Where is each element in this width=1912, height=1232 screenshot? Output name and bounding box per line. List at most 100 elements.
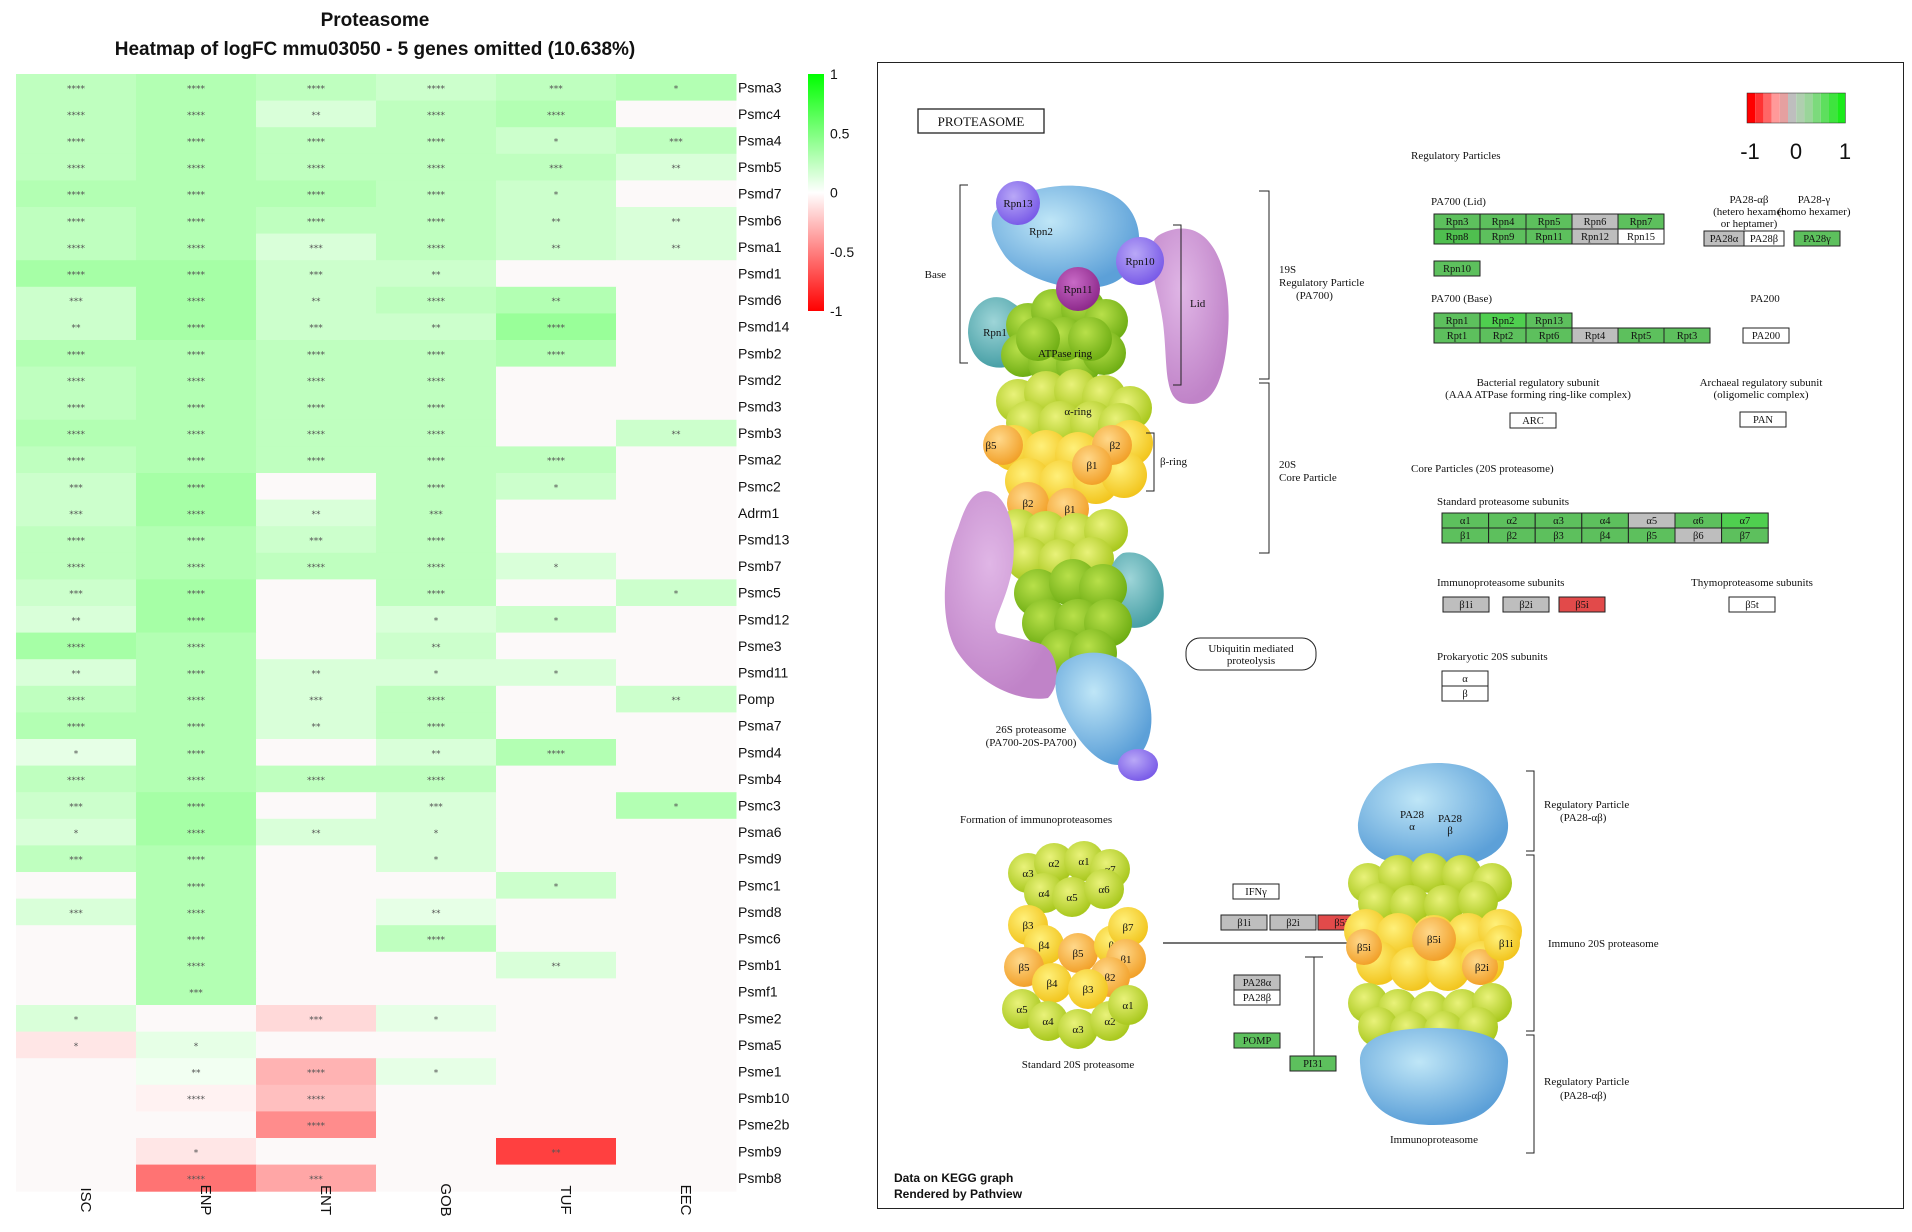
heatmap-cell — [496, 127, 617, 155]
heatmap-cell — [496, 180, 617, 208]
heatmap-cell — [256, 153, 377, 181]
gene-row-label: Pomp — [738, 691, 775, 707]
beta-label: β2 — [1022, 498, 1033, 510]
heatmap-cell — [256, 659, 377, 687]
heatmap-cell — [376, 898, 497, 926]
gene-row-label: Psmd11 — [738, 665, 789, 681]
upper-pa28-cap — [1357, 763, 1509, 868]
atpase-subunit — [1016, 317, 1060, 361]
standard-subunit-label: α1 — [1122, 1000, 1133, 1012]
section-label: Bacterial regulatory subunit — [1477, 377, 1600, 389]
gene-row-label: Psma3 — [738, 79, 782, 95]
significance-label: **** — [427, 297, 446, 307]
heatmap-cell — [16, 818, 137, 846]
significance-label: ** — [312, 723, 322, 733]
atpase-ring-label: ATPase ring — [1038, 348, 1093, 360]
heatmap-cell — [616, 180, 737, 208]
significance-label: * — [434, 1069, 439, 1079]
significance-label: ** — [432, 909, 442, 919]
pathway-title: PROTEASOME — [938, 114, 1025, 129]
gene-row-label: Psmd1 — [738, 266, 782, 282]
significance-label: **** — [187, 563, 206, 573]
heatmap-cell — [256, 393, 377, 421]
heatmap-cell — [616, 340, 737, 368]
gene-row-label: Psmd9 — [738, 851, 782, 867]
kegg-pathway-graph: PROTEASOME -1 0 1 Rpn13 Rpn2 Rpn10 Rpn1 Rpn11 ATP… — [917, 92, 1851, 1154]
gene-row-label: Psma6 — [738, 824, 782, 840]
heatmap-cell — [376, 419, 497, 447]
heatmap-cell — [16, 526, 137, 554]
heatmap-cell — [376, 74, 497, 102]
heatmap-cell — [616, 1058, 737, 1086]
heatmap-cell — [376, 792, 497, 820]
cp20s-label: 20S — [1279, 459, 1296, 471]
standard-subunit-label: β3 — [1022, 920, 1034, 932]
significance-label: * — [434, 856, 439, 866]
gene-pa28g-box — [1793, 230, 1841, 247]
gene-a5-label: α5 — [1646, 516, 1657, 527]
heatmap-cell — [616, 153, 737, 181]
heatmap-cell — [376, 233, 497, 261]
beta-label: β1 — [1064, 504, 1075, 516]
lid-bracket — [1173, 224, 1182, 386]
pa28-label: PA28 — [1400, 809, 1425, 821]
heatmap-cell — [616, 978, 737, 1006]
significance-label: **** — [307, 138, 326, 148]
heatmap-cell — [136, 286, 257, 314]
significance-label: **** — [427, 350, 446, 360]
immuno-alpha-subunit — [1410, 853, 1450, 893]
significance-label: *** — [69, 803, 83, 813]
heatmap-cell — [16, 1084, 137, 1112]
significance-label: **** — [187, 84, 206, 94]
immuno-alpha-subunit — [1458, 881, 1498, 921]
heatmap-cell — [496, 925, 617, 953]
significance-label: ** — [672, 696, 682, 706]
gene-row-label: Psma5 — [738, 1037, 782, 1053]
heatmap-cell — [616, 499, 737, 527]
heatmap-cell — [256, 1164, 377, 1192]
significance-label: **** — [427, 537, 446, 547]
standard-subunit-label: α2 — [1048, 858, 1059, 870]
significance-label: **** — [307, 457, 326, 467]
heatmap-cell — [376, 1005, 497, 1033]
gene-rpn15-box — [1617, 228, 1665, 245]
heatmap-cell — [496, 526, 617, 554]
gene-row-label: Psma2 — [738, 452, 782, 468]
heatmap-cell — [256, 127, 377, 155]
heatmap-cell — [136, 499, 257, 527]
heatmap-cell — [16, 872, 137, 900]
standard-subunit-label: β5 — [1018, 962, 1030, 974]
p26s-label: 26S proteasome — [996, 724, 1067, 736]
section-label: Core Particles (20S proteasome) — [1411, 463, 1554, 475]
legend-tick-label: -0.5 — [830, 244, 854, 260]
significance-label: **** — [427, 590, 446, 600]
gene-pi31-box — [1289, 1055, 1337, 1072]
gene-b5t-box — [1728, 596, 1776, 613]
pa28-label: β — [1447, 825, 1453, 837]
heatmap-cell — [16, 127, 137, 155]
heatmap-cell — [16, 765, 137, 793]
gene-pa200-box — [1742, 327, 1790, 344]
kegg-pathway-panel: PROTEASOME -1 0 1 Rpn13 Rpn2 Rpn10 Rpn1 Rpn11 ATP… — [877, 62, 1904, 1209]
gene-b2i-box — [1502, 596, 1550, 613]
heatmap-cell — [496, 446, 617, 474]
heatmap-cell — [376, 925, 497, 953]
significance-label: **** — [427, 696, 446, 706]
significance-label: * — [74, 1015, 79, 1025]
significance-label: **** — [307, 430, 326, 440]
scale-swatch — [1837, 93, 1846, 123]
heatmap-cell — [496, 1164, 617, 1192]
section-label: Immunoproteasome — [1390, 1134, 1478, 1146]
heatmap-cell — [616, 286, 737, 314]
ubiquitin-link-label: proteolysis — [1227, 655, 1275, 667]
significance-label: ** — [672, 164, 682, 174]
heatmap-cell — [376, 1031, 497, 1059]
scale-tick: 1 — [1839, 139, 1851, 164]
pathway-title-box — [917, 108, 1045, 134]
gene-b3-label: β3 — [1553, 531, 1564, 542]
heatmap-cell — [256, 313, 377, 341]
significance-label: * — [554, 138, 559, 148]
significance-label: **** — [427, 723, 446, 733]
beta-ring-bracket — [1146, 432, 1155, 492]
heatmap-cell — [376, 606, 497, 634]
